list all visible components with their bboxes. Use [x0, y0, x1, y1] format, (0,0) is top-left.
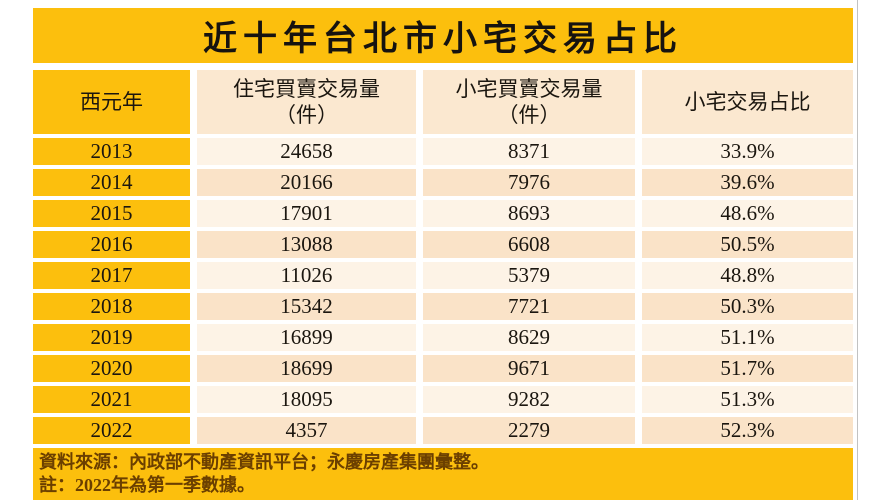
ratio-cell: 48.6% [642, 200, 853, 227]
quarter-note: 註：2022年為第一季數據。 [39, 474, 255, 495]
year-cell: 2016 [33, 231, 190, 258]
total-cell: 4357 [197, 417, 416, 444]
total-cell: 13088 [197, 231, 416, 258]
total-cell: 16899 [197, 324, 416, 351]
small-cell: 7721 [423, 293, 635, 320]
small-cell: 5379 [423, 262, 635, 289]
ratio-cell: 50.3% [642, 293, 853, 320]
small-cell: 9671 [423, 355, 635, 382]
year-cell: 2017 [33, 262, 190, 289]
total-cell: 18095 [197, 386, 416, 413]
ratio-cell: 48.8% [642, 262, 853, 289]
column-header-small: 小宅買賣交易量 （件） [423, 70, 635, 134]
column-header-total: 住宅買賣交易量 （件） [197, 70, 416, 134]
year-cell: 2019 [33, 324, 190, 351]
small-cell: 8371 [423, 138, 635, 165]
total-cell: 11026 [197, 262, 416, 289]
small-cell: 6608 [423, 231, 635, 258]
total-cell: 24658 [197, 138, 416, 165]
title-bar: 近十年台北市小宅交易占比 [33, 8, 853, 63]
column-header-year: 西元年 [33, 70, 190, 134]
ratio-cell: 50.5% [642, 231, 853, 258]
page-title: 近十年台北市小宅交易占比 [203, 21, 683, 58]
year-cell: 2022 [33, 417, 190, 444]
total-cell: 20166 [197, 169, 416, 196]
year-cell: 2020 [33, 355, 190, 382]
ratio-cell: 51.1% [642, 324, 853, 351]
total-cell: 15342 [197, 293, 416, 320]
source-note: 資料來源：內政部不動產資訊平台；永慶房產集團彙整。 [39, 452, 489, 472]
year-cell: 2015 [33, 200, 190, 227]
total-cell: 18699 [197, 355, 416, 382]
ratio-cell: 51.7% [642, 355, 853, 382]
small-cell: 2279 [423, 417, 635, 444]
year-cell: 2013 [33, 138, 190, 165]
data-table: 西元年 住宅買賣交易量 （件） 小宅買賣交易量 （件） 小宅交易占比 2013 … [33, 70, 853, 444]
ratio-cell: 39.6% [642, 169, 853, 196]
footer-notes: 資料來源：內政部不動產資訊平台；永慶房產集團彙整。 註：2022年為第一季數據。 [33, 448, 853, 500]
year-cell: 2018 [33, 293, 190, 320]
content-area: 近十年台北市小宅交易占比 西元年 住宅買賣交易量 （件） 小宅買賣交易量 （件）… [33, 8, 853, 500]
year-cell: 2021 [33, 386, 190, 413]
small-cell: 8693 [423, 200, 635, 227]
ratio-cell: 51.3% [642, 386, 853, 413]
ratio-cell: 52.3% [642, 417, 853, 444]
year-cell: 2014 [33, 169, 190, 196]
window-edge-line [857, 0, 858, 500]
small-cell: 9282 [423, 386, 635, 413]
small-cell: 8629 [423, 324, 635, 351]
small-cell: 7976 [423, 169, 635, 196]
column-header-ratio: 小宅交易占比 [642, 70, 853, 134]
ratio-cell: 33.9% [642, 138, 853, 165]
total-cell: 17901 [197, 200, 416, 227]
